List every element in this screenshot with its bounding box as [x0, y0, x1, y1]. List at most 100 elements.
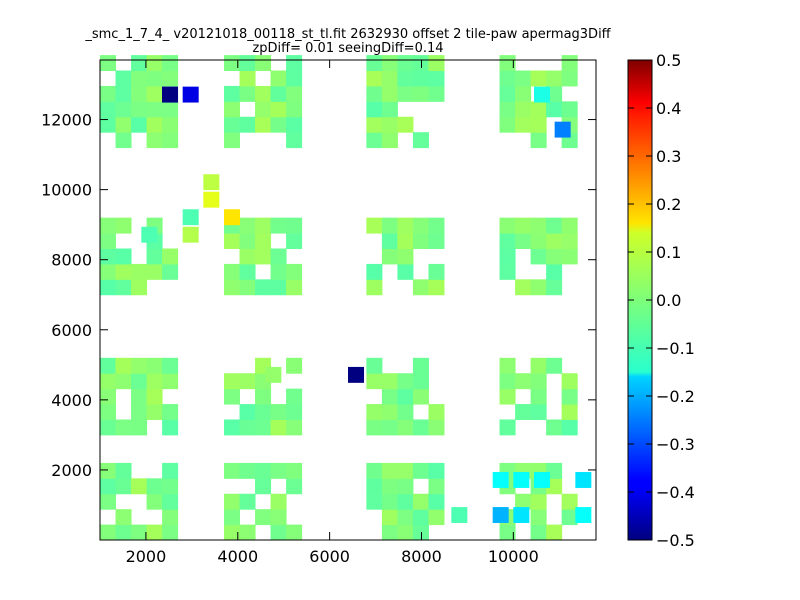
- heatmap-cell: [224, 85, 241, 102]
- heatmap-cell: [162, 357, 179, 374]
- heatmap-cell: [239, 404, 256, 420]
- colorbar-tick-label: −0.2: [656, 387, 695, 406]
- heatmap-cell: [366, 419, 383, 436]
- heatmap-cell: [381, 85, 398, 102]
- heatmap-cell: [286, 132, 303, 149]
- heatmap-cell: [115, 132, 132, 149]
- heatmap-cell: [162, 462, 179, 479]
- heatmap-cell: [131, 263, 148, 280]
- heatmap-cell: [146, 101, 163, 118]
- heatmap-cell: [546, 101, 563, 118]
- heatmap-cell: [397, 85, 414, 102]
- heatmap-cell: [499, 116, 516, 133]
- heatmap-cell: [561, 248, 578, 265]
- y-axis: 2000 4000 6000 8000 10000 12000: [41, 111, 596, 480]
- heatmap-cell: [131, 388, 148, 405]
- heatmap-cell: [286, 55, 303, 72]
- heatmap-cell: [286, 116, 303, 133]
- heatmap-cell: [131, 404, 148, 420]
- heatmap-cell: [530, 493, 547, 510]
- heatmap-cells: [100, 55, 592, 541]
- heatmap-cell: [515, 493, 532, 510]
- heatmap-cell: [397, 388, 414, 405]
- y-tick-label: 4000: [51, 391, 92, 410]
- heatmap-cell: [397, 493, 414, 510]
- heatmap-cell: [100, 462, 117, 479]
- heatmap-cell: [146, 55, 163, 72]
- heatmap-cell: [561, 388, 578, 405]
- heatmap-cell: [397, 509, 414, 526]
- heatmap-cell: [115, 101, 132, 118]
- heatmap-cell: [397, 462, 414, 479]
- heatmap-cell: [100, 116, 117, 133]
- heatmap-cell: [239, 462, 256, 479]
- heatmap-cell: [515, 101, 532, 118]
- y-tick-label: 2000: [51, 461, 92, 480]
- heatmap-cell: [255, 478, 272, 495]
- heatmap-cell: [530, 524, 547, 541]
- heatmap-cell: [499, 85, 516, 102]
- heatmap-cell: [239, 70, 256, 87]
- heatmap-cell: [546, 478, 563, 495]
- heatmap-cell: [239, 55, 256, 72]
- heatmap-cell: [224, 493, 241, 510]
- heatmap-cell: [146, 373, 163, 390]
- colorbar-tick-label: −0.1: [656, 339, 695, 358]
- heatmap-cell: [286, 357, 303, 374]
- heatmap-cell: [397, 263, 414, 280]
- heatmap-cell: [162, 509, 179, 526]
- heatmap-cell: [224, 462, 241, 479]
- heatmap-cell: [397, 373, 414, 390]
- heatmap-cell: [270, 248, 287, 265]
- heatmap-cell: [366, 116, 383, 133]
- heatmap-cell: [397, 116, 414, 133]
- heatmap-cell: [428, 462, 445, 479]
- heatmap-cell: [381, 509, 398, 526]
- heatmap-cell: [224, 55, 241, 72]
- heatmap-cell: [412, 373, 429, 390]
- heatmap-cell: [412, 233, 429, 249]
- heatmap-cell: [412, 462, 429, 479]
- heatmap-cell: [100, 101, 117, 118]
- heatmap-cell: [239, 373, 256, 390]
- heatmap-cell: [239, 248, 256, 265]
- heatmap-cell: [100, 248, 117, 265]
- heatmap-cell: [131, 70, 148, 87]
- heatmap-cell: [546, 279, 563, 296]
- heatmap-cell: [412, 217, 429, 234]
- heatmap-cell: [428, 217, 445, 234]
- heatmap-cell: [255, 404, 272, 420]
- heatmap-cell: [286, 478, 303, 495]
- heatmap-cell: [381, 524, 398, 541]
- heatmap-cell: [131, 419, 148, 436]
- plot-background: [100, 60, 596, 540]
- heatmap-cell: [162, 263, 179, 280]
- heatmap-cell: [115, 509, 132, 526]
- heatmap-cell: [530, 217, 547, 234]
- heatmap-cell: [412, 70, 429, 87]
- heatmap-cell: [397, 524, 414, 541]
- heatmap-cell: [397, 70, 414, 87]
- heatmap-cell: [286, 388, 303, 405]
- heatmap-outlier-cell: [182, 226, 199, 243]
- heatmap-cell: [100, 524, 117, 541]
- heatmap-cell: [412, 357, 429, 374]
- heatmap-cell: [146, 70, 163, 87]
- heatmap-cell: [239, 85, 256, 102]
- heatmap-cell: [115, 373, 132, 390]
- heatmap-cell: [397, 233, 414, 249]
- heatmap-cell: [131, 279, 148, 296]
- heatmap-cell: [561, 217, 578, 234]
- heatmap-cell: [428, 279, 445, 296]
- chart-subtitle: zpDiff= 0.01 seeingDiff=0.14: [252, 41, 443, 56]
- heatmap-cell: [366, 493, 383, 510]
- heatmap-cell: [561, 493, 578, 510]
- heatmap-cell: [530, 116, 547, 133]
- heatmap-cell: [100, 357, 117, 374]
- heatmap-cell: [100, 478, 117, 495]
- colorbar-tick-label: 0.2: [656, 195, 681, 214]
- heatmap-cell: [515, 373, 532, 390]
- heatmap-cell: [381, 116, 398, 133]
- heatmap-cell: [515, 116, 532, 133]
